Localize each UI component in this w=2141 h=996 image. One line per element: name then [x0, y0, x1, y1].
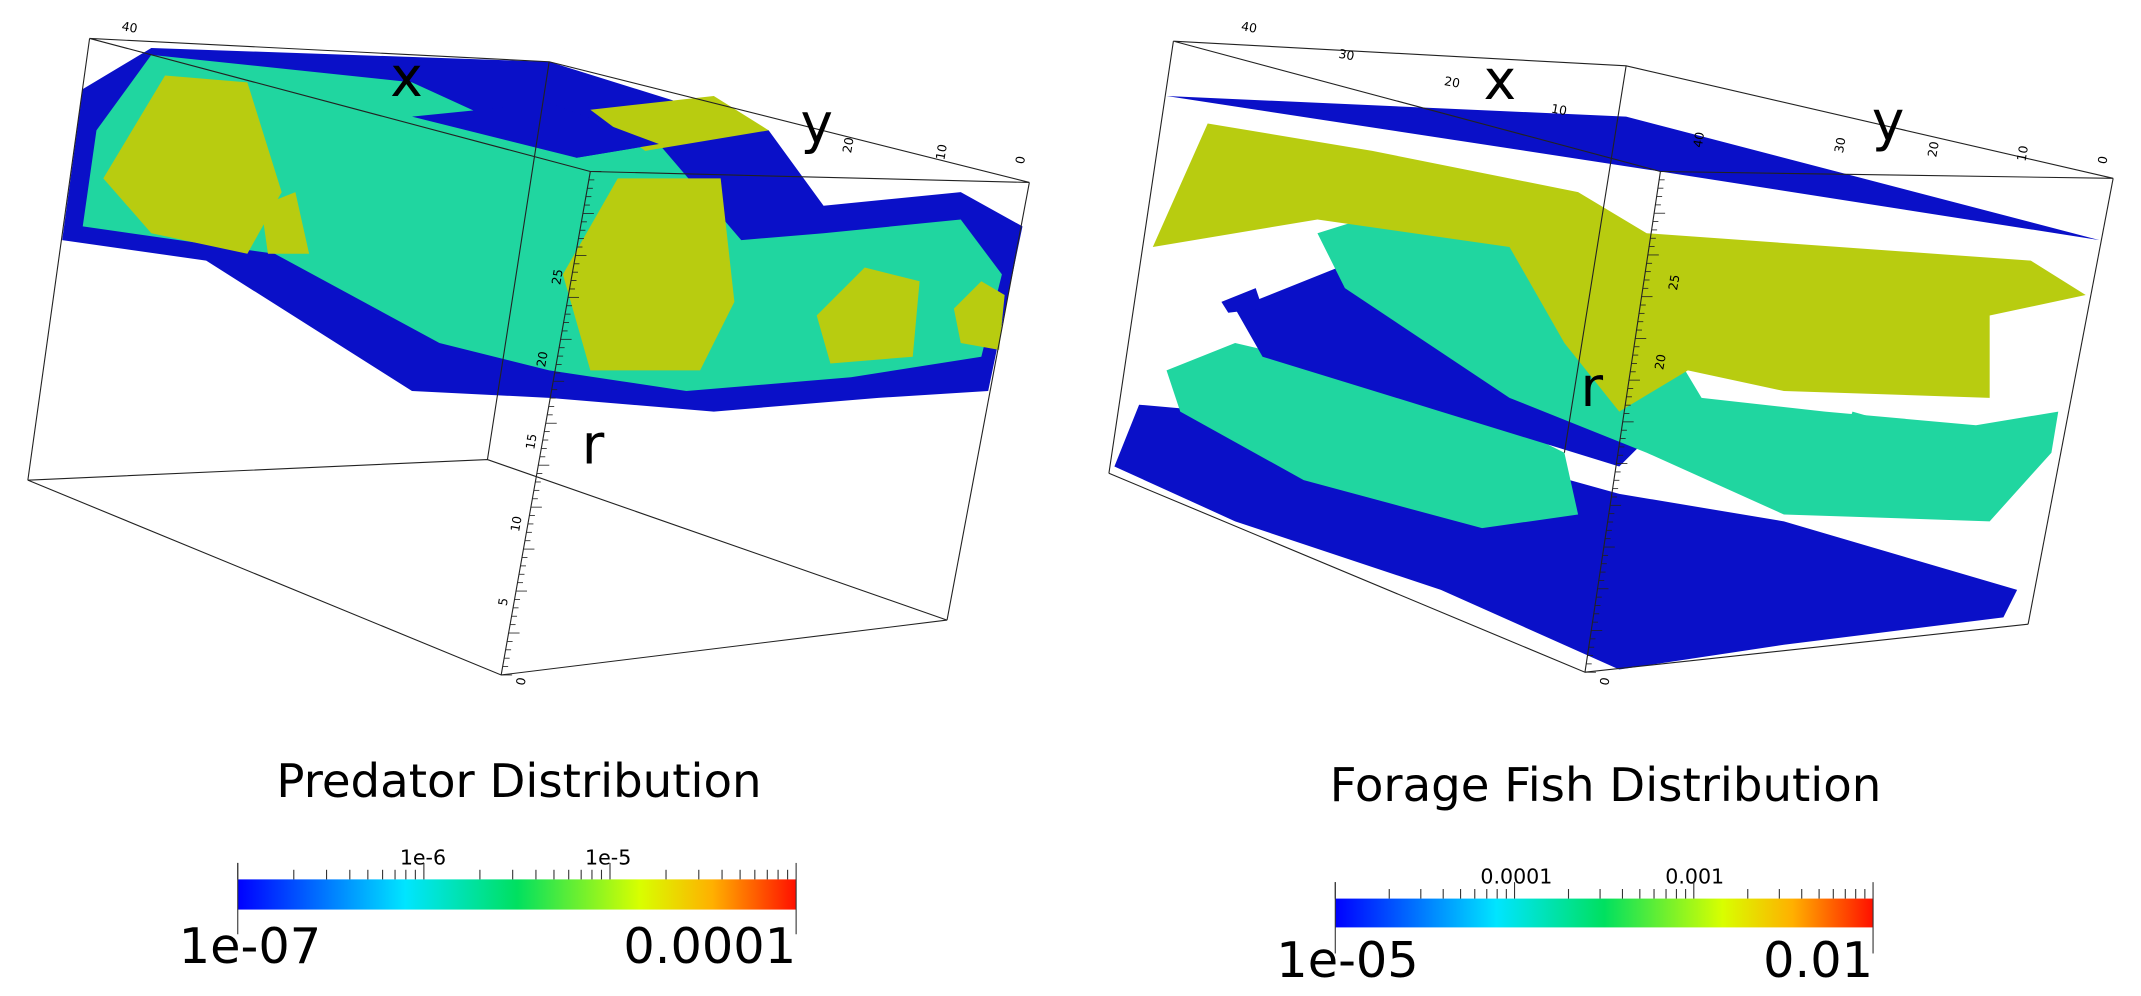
box-top [89, 37, 1030, 184]
colorbar-min-label: 1e-05 [1276, 931, 1418, 989]
axis-tick-label: 0 [1597, 676, 1612, 686]
axis-label: y [1872, 89, 1904, 153]
colorbar-ticks [237, 862, 1874, 954]
axis-tick-label: 5 [496, 597, 511, 607]
axis-tick-label: 40 [1240, 19, 1258, 36]
axis-tick-label: 10 [1550, 102, 1568, 119]
box-edge [1108, 41, 1174, 474]
box-edge [1563, 65, 1627, 453]
axis-label: x [390, 45, 422, 109]
axis-tick-label: 0 [514, 676, 529, 686]
axis-tick-label: 40 [121, 19, 139, 36]
axis-tick-label: 0 [1013, 155, 1028, 165]
forage-render [1114, 96, 2100, 670]
axis-tick-label: 25 [549, 268, 566, 286]
axis-label: x [1484, 48, 1516, 112]
axis-tick-label: 10 [2015, 144, 2032, 162]
colorbar-tick-label: 0.001 [1665, 865, 1724, 889]
axis-tick-label: 25 [1666, 273, 1683, 291]
panel-title: Predator Distribution [276, 754, 761, 808]
axis-tick-label: 0 [2095, 155, 2110, 165]
box-edge [27, 38, 91, 481]
axis-tick-label: 30 [1832, 136, 1849, 154]
colorbar [1335, 898, 1874, 928]
axis-tick-label: 20 [1652, 353, 1669, 371]
colorbar-tick-label: 1e-6 [400, 845, 446, 869]
box-edge [486, 61, 550, 460]
axis-tick-label: 20 [840, 136, 857, 154]
predator-render [62, 48, 1023, 412]
box-edge [2027, 178, 2114, 625]
axis-tick-label: 20 [1443, 74, 1461, 91]
box-edge [946, 182, 1030, 621]
panel-title: Forage Fish Distribution [1330, 758, 1882, 812]
colorbar [237, 879, 797, 910]
box-back [27, 459, 948, 621]
axis-tick-label: 20 [1925, 140, 1942, 158]
axis-tick-label: 40 [1691, 131, 1708, 149]
axis-label: y [800, 92, 832, 156]
axis-tick-label: 10 [508, 515, 525, 533]
axis-tick-label: 10 [933, 143, 950, 161]
axis-label: r [1581, 355, 1604, 419]
axis-tick-label: 30 [1337, 47, 1355, 64]
axis-label: r [582, 413, 605, 477]
colorbar-min-label: 1e-07 [179, 917, 321, 975]
colorbar-tick-label: 0.0001 [1480, 865, 1552, 889]
colorbar-max-label: 0.01 [1763, 931, 1873, 989]
axis-tick-label: 15 [523, 433, 540, 451]
colorbar-max-label: 0.0001 [623, 917, 796, 975]
colorbar-tick-label: 1e-5 [585, 845, 631, 869]
box-bottom [27, 479, 948, 676]
axis-tick-label: 20 [534, 350, 551, 368]
